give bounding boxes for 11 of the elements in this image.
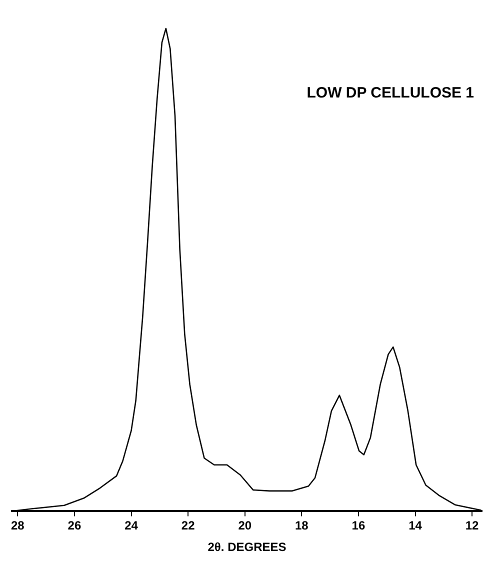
- x-tick-label: 26: [68, 518, 82, 533]
- x-tick-label: 24: [124, 518, 138, 533]
- x-tick-label: 20: [238, 518, 252, 533]
- x-tick-label: 16: [352, 518, 366, 533]
- x-tick-label: 14: [408, 518, 422, 533]
- x-tick-label: 12: [465, 518, 480, 533]
- x-tick-label: 18: [294, 518, 309, 533]
- annotation: LOW DP CELLULOSE 1: [306, 84, 474, 102]
- x-tick-label: 28: [10, 518, 25, 533]
- x-axis-title: 2θ. DEGREES: [208, 540, 286, 554]
- x-tick-label: 22: [181, 518, 196, 533]
